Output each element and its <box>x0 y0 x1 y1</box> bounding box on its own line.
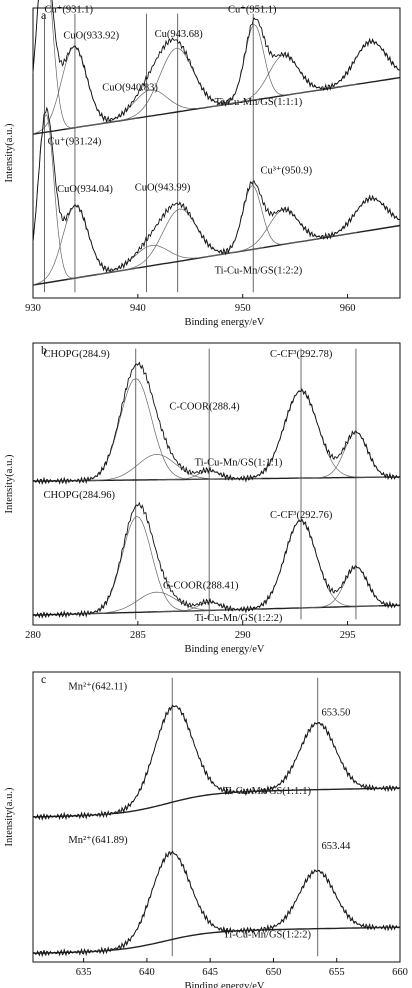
y-axis-label: Intensity(a.u.) <box>4 123 15 182</box>
x-tick-label: 655 <box>329 967 345 978</box>
peak-annotation: C-CF³(292.78) <box>270 349 333 360</box>
fitted-peak-component <box>229 722 401 794</box>
fitted-peak-component <box>67 244 236 280</box>
peak-annotation: Mn²⁺(641.89) <box>68 835 128 846</box>
x-tick-label: 940 <box>130 303 146 314</box>
fitted-peak-component <box>32 205 139 286</box>
panel-label: c <box>41 672 46 686</box>
peak-annotation: C-COOR(288.41) <box>163 580 239 591</box>
peak-annotation: CuO(934.04) <box>57 184 113 195</box>
y-axis-label: Intensity(a.u.) <box>4 454 15 513</box>
peak-annotation: C-COOR(288.4) <box>169 401 240 412</box>
x-axis-label: Binding energy/eV <box>184 644 264 655</box>
fitted-peak-component <box>204 185 300 258</box>
peak-annotation: CuO(933.92) <box>63 30 119 41</box>
x-tick-label: 950 <box>235 303 251 314</box>
peak-annotation: Cu⁺(951.1) <box>228 4 277 15</box>
peak-annotation: CHOPG(284.9) <box>43 349 110 360</box>
peak-annotation: Cu⁺(931.1) <box>45 4 94 15</box>
x-tick-label: 290 <box>235 630 251 641</box>
sample-label: Ti-Cu-Mn/GS(1:1:1) <box>223 786 311 797</box>
x-tick-label: 295 <box>340 630 356 641</box>
panel-label: b <box>41 343 47 357</box>
peak-annotation: 653.44 <box>322 841 352 852</box>
x-tick-label: 660 <box>392 967 408 978</box>
peak-annotation: CHOPG(284.96) <box>43 490 115 501</box>
sample-label: Ti-Cu-Mn/GS(1:2:2) <box>223 929 311 940</box>
fitted-peak-component <box>63 516 211 615</box>
fitted-peak-component <box>291 197 401 244</box>
chart-panel-c: c 635 640 645 650 655 660 Binding energy/eV Inte… <box>4 671 408 988</box>
fitted-peak-component <box>298 431 400 479</box>
peak-annotation: C-CF³(292.76) <box>270 510 333 521</box>
peak-annotation: Mn²⁺(642.11) <box>68 681 127 692</box>
spectrum-curve <box>32 361 401 486</box>
x-axis-label: Binding energy/eV <box>184 317 264 328</box>
x-tick-label: 635 <box>76 967 92 978</box>
fitted-peak-component <box>78 705 269 817</box>
y-axis-label: Intensity(a.u.) <box>4 787 15 846</box>
sample-label: Ti-Cu-Mn/GS(1:1:1) <box>215 97 303 108</box>
plot-frame <box>32 342 401 626</box>
peak-annotation: Cu³⁺(950.9) <box>261 165 313 176</box>
peak-annotation: CuO(943.99) <box>135 183 191 194</box>
x-tick-label: 645 <box>202 967 218 978</box>
fitted-peak-component <box>62 591 252 615</box>
x-tick-label: 960 <box>340 303 356 314</box>
x-tick-label: 650 <box>266 967 282 978</box>
peak-annotation: Cu⁺(931.24) <box>48 136 102 147</box>
sample-label: Ti-Cu-Mn/GS(1:1:1) <box>195 458 283 469</box>
x-tick-label: 285 <box>130 630 146 641</box>
x-tick-label: 280 <box>25 630 41 641</box>
peak-annotation: 653.50 <box>322 708 351 719</box>
fitted-peak-component <box>298 566 401 609</box>
sample-label: Ti-Cu-Mn/GS(1:2:2) <box>215 265 303 276</box>
chart-panel-b: b 280 285 290 295 Binding energy/eV Intensity(… <box>4 342 401 655</box>
x-tick-label: 930 <box>25 303 41 314</box>
plot-frame <box>32 7 401 299</box>
peak-annotation: CuO(940.83) <box>102 83 158 94</box>
fitted-peak-component <box>291 41 401 95</box>
spectrum-curve <box>32 850 401 958</box>
spectrum-curve <box>32 106 401 273</box>
spectrum-curve <box>32 0 400 123</box>
panel-label: a <box>41 8 47 22</box>
spectrum-curve <box>32 501 401 619</box>
chart-panel-a: a 930 940 950 960 Binding energy/eV Intensity(… <box>4 0 401 328</box>
x-tick-label: 640 <box>139 967 155 978</box>
x-axis-label: Binding energy/eV <box>184 981 264 988</box>
spectrum-curve <box>32 704 401 821</box>
fitted-peak-component <box>57 378 215 482</box>
fitted-peak-component <box>228 870 400 932</box>
peak-annotation: Cu(943.68) <box>155 29 204 40</box>
sample-label: Ti-Cu-Mn/GS(1:2:2) <box>195 613 283 624</box>
